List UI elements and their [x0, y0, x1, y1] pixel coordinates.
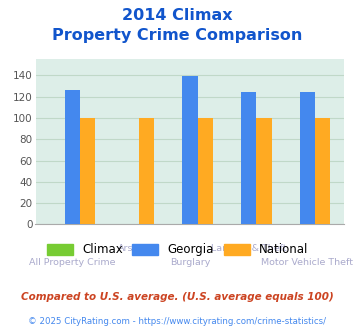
- Legend: Climax, Georgia, National: Climax, Georgia, National: [42, 239, 313, 261]
- Text: © 2025 CityRating.com - https://www.cityrating.com/crime-statistics/: © 2025 CityRating.com - https://www.city…: [28, 317, 327, 326]
- Text: Motor Vehicle Theft: Motor Vehicle Theft: [261, 258, 354, 267]
- Text: Arson: Arson: [118, 244, 145, 253]
- Text: All Property Crime: All Property Crime: [29, 258, 116, 267]
- Bar: [256, 118, 272, 224]
- Text: Burglary: Burglary: [170, 258, 210, 267]
- Text: 2014 Climax: 2014 Climax: [122, 8, 233, 23]
- Bar: [315, 118, 330, 224]
- Text: Compared to U.S. average. (U.S. average equals 100): Compared to U.S. average. (U.S. average …: [21, 292, 334, 302]
- Bar: [198, 118, 213, 224]
- Bar: [300, 92, 315, 224]
- Bar: [80, 118, 95, 224]
- Bar: [182, 77, 198, 224]
- Bar: [65, 90, 80, 224]
- Text: Property Crime Comparison: Property Crime Comparison: [52, 28, 303, 43]
- Bar: [139, 118, 154, 224]
- Bar: [241, 92, 256, 224]
- Text: Larceny & Theft: Larceny & Theft: [211, 244, 286, 253]
